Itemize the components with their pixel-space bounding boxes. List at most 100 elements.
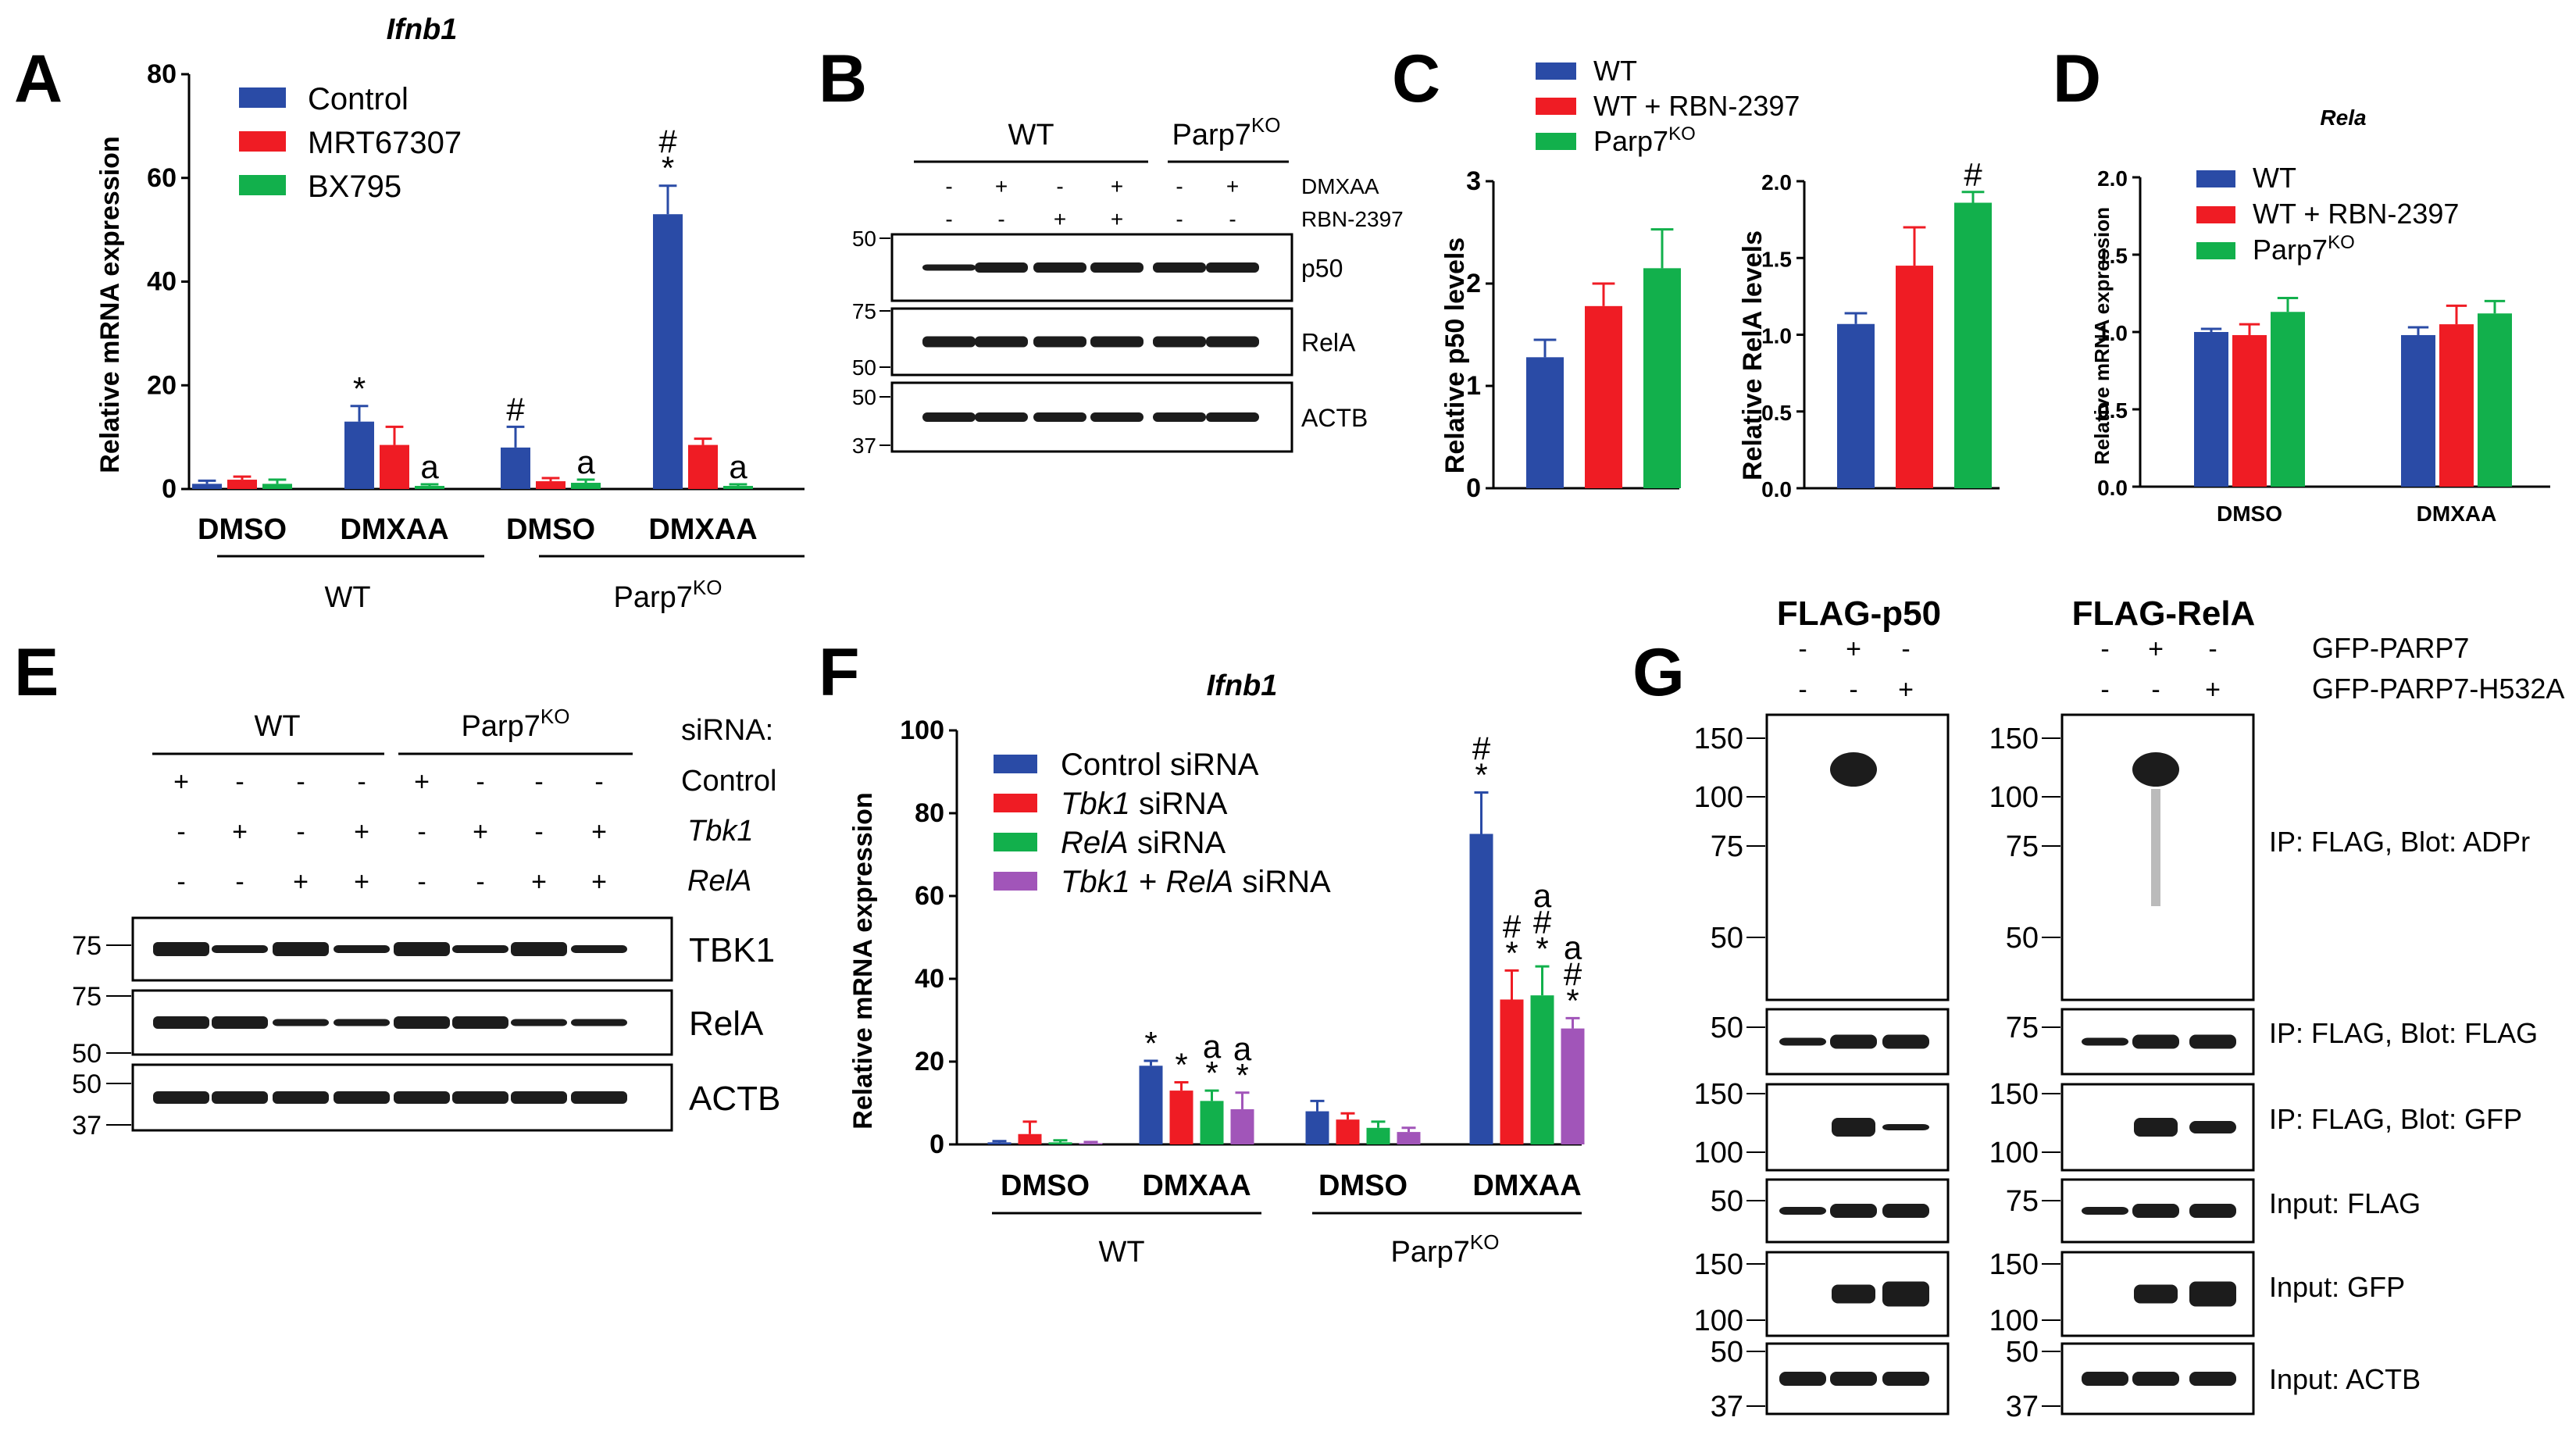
panel-g-band xyxy=(1882,1281,1929,1307)
panel-a-category-label: DMSO xyxy=(198,513,287,546)
panel-c-rela-tick-label: 0.5 xyxy=(1761,401,1792,425)
legend-label-rela-sirna: RelA siRNA xyxy=(1061,826,1226,860)
legend-label-wt: WT xyxy=(2253,162,2296,194)
panel-f-significance-mark: * xyxy=(1536,930,1548,967)
panel-a-mrt67307-bar xyxy=(380,444,409,489)
panel-a-control-bar xyxy=(192,484,222,489)
panel-b-dmxaa-sign: + xyxy=(1111,174,1123,198)
panel-label-d: D xyxy=(2053,41,2101,116)
panel-e-blot-label: RelA xyxy=(689,1005,764,1043)
panel-f-significance-mark: a xyxy=(1203,1028,1222,1065)
legend-swatch-wt-rbn xyxy=(2196,206,2235,223)
panel-a-chart: Ifnb1 Relative mRNA expression 0 20 40 60 80… xyxy=(95,13,805,614)
panel-d-category-label: DMSO xyxy=(2217,502,2282,526)
panel-g-mw-marker: 100 xyxy=(1989,1137,2039,1169)
panel-g-band xyxy=(2134,1284,2178,1304)
legend-swatch-bx795 xyxy=(239,175,286,195)
legend-label-control-sirna: Control siRNA xyxy=(1061,748,1259,782)
panel-g-band xyxy=(2132,1204,2179,1218)
panel-b-band xyxy=(1206,412,1259,422)
panel-g-western: FLAG-p50 FLAG-RelA GFP-PARP7 GFP-PARP7-H… xyxy=(1694,594,2565,1423)
panel-g-mw-marker: 75 xyxy=(2006,830,2039,863)
panel-c-rela-tick-label: 2.0 xyxy=(1761,170,1792,195)
panel-b-rbn-sign: + xyxy=(1054,207,1066,231)
panel-e-band xyxy=(273,1019,329,1026)
panel-a-mrt67307-bar xyxy=(536,481,566,489)
panel-d-bar xyxy=(2271,312,2305,487)
panel-b-blot-label: p50 xyxy=(1301,255,1343,283)
panel-a-genotype-wt: WT xyxy=(324,581,370,614)
panel-a-bx795-bar xyxy=(571,483,601,489)
panel-f-ylabel: Relative mRNA expression xyxy=(848,792,878,1129)
panel-b-blot-label: RelA xyxy=(1301,329,1356,357)
panel-e-band xyxy=(212,945,268,953)
panel-f-bar xyxy=(1530,995,1554,1144)
panel-g-band xyxy=(2082,1372,2128,1386)
panel-b-band xyxy=(975,412,1028,422)
panel-label-g: G xyxy=(1632,635,1685,710)
panel-g-sign: - xyxy=(1901,634,1910,664)
panel-b-band xyxy=(1153,412,1206,422)
panel-g-sign: + xyxy=(1846,634,1861,664)
panel-e-sign: - xyxy=(235,767,244,797)
panel-e-sign: + xyxy=(354,817,369,847)
panel-c-p50-bar xyxy=(1585,305,1622,488)
panel-g-sign: - xyxy=(1798,634,1807,664)
panel-g-blot-label: Input: ACTB xyxy=(2269,1363,2421,1395)
panel-b-mw-marker: 75 xyxy=(852,299,876,323)
panel-c-rela-tick-label: 0.0 xyxy=(1761,477,1792,502)
panel-f-bar xyxy=(987,1142,1011,1144)
panel-a-control-bar xyxy=(501,447,530,489)
legend-label-control: Control xyxy=(308,82,409,116)
panel-f-significance-mark: a xyxy=(1233,1030,1252,1067)
panel-f-genotype-wt: WT xyxy=(1098,1236,1144,1269)
panel-d-tick-label: 1.5 xyxy=(2097,244,2128,268)
panel-f-bar xyxy=(1139,1066,1163,1144)
panel-e-band xyxy=(394,942,450,956)
panel-g-band xyxy=(1830,1372,1877,1386)
panel-e-band xyxy=(212,1016,268,1029)
legend-swatch-control xyxy=(239,87,286,108)
panel-e-sign: - xyxy=(177,817,185,847)
panel-f-tick-label: 100 xyxy=(900,716,944,745)
panel-b-mw-marker: 50 xyxy=(852,227,876,251)
panel-d-bar xyxy=(2401,334,2435,487)
panel-f-significance-mark: * xyxy=(1566,982,1579,1019)
panel-b-blot-label: ACTB xyxy=(1301,404,1368,432)
panel-c-rela-significance-mark: # xyxy=(1964,156,1982,193)
panel-b-rbn-sign: - xyxy=(1229,207,1236,231)
panel-f-bar xyxy=(1561,1028,1585,1144)
panel-c-ylabel-rela: Relative RelA levels xyxy=(1738,230,1768,480)
panel-label-b: B xyxy=(819,41,867,116)
panel-a-bx795-significance-mark: a xyxy=(576,444,595,480)
legend-swatch-tbk1-sirna xyxy=(994,794,1037,812)
panel-g-mw-marker: 37 xyxy=(1711,1390,1743,1423)
panel-c-p50-tick-label: 2 xyxy=(1466,269,1481,298)
panel-g-band xyxy=(1882,1372,1929,1386)
panel-a-bx795-bar xyxy=(723,486,753,489)
panel-b-band xyxy=(1153,336,1206,348)
panel-g-mw-marker: 50 xyxy=(1711,1336,1743,1369)
panel-c-p50-tick-label: 1 xyxy=(1466,371,1481,401)
panel-g-mw-marker: 37 xyxy=(2006,1390,2039,1423)
panel-d-ylabel: Relative mRNA expression xyxy=(2090,207,2114,465)
panel-f-bar xyxy=(1018,1133,1042,1144)
panel-c-p50-bar xyxy=(1643,268,1681,488)
panel-e-sign: - xyxy=(417,867,426,897)
panel-b-mw-marker: 37 xyxy=(852,434,876,458)
panel-c-legend: WT WT + RBN-2397 Parp7KO xyxy=(1536,55,1800,157)
panel-label-c: C xyxy=(1392,41,1440,116)
panel-d-bar xyxy=(2439,324,2474,487)
panel-g-sign: + xyxy=(1898,675,1914,705)
panel-e-band xyxy=(511,942,567,956)
panel-e-band xyxy=(452,1091,508,1104)
panel-g-mw-marker: 150 xyxy=(1694,1248,1743,1281)
panel-e-band xyxy=(153,1016,209,1029)
panel-d-bar xyxy=(2194,332,2228,487)
panel-a-control-bar xyxy=(344,421,374,489)
panel-g-band xyxy=(2189,1034,2236,1049)
panel-d-tick-label: 0.5 xyxy=(2097,398,2128,423)
panel-c-chart: WT WT + RBN-2397 Parp7KO Relative p50 le… xyxy=(1440,55,2000,503)
panel-e-sign: - xyxy=(594,767,603,797)
